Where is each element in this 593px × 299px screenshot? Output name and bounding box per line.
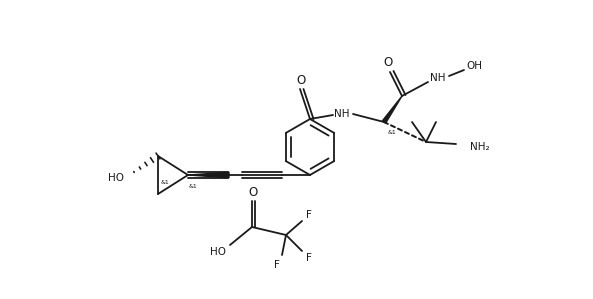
Text: NH: NH — [334, 109, 350, 119]
Text: NH₂: NH₂ — [470, 142, 490, 152]
Text: HO: HO — [108, 173, 124, 183]
Text: &1: &1 — [161, 179, 170, 184]
Text: O: O — [248, 187, 257, 199]
Polygon shape — [188, 172, 229, 178]
Text: F: F — [306, 210, 312, 220]
Text: &1: &1 — [189, 184, 197, 188]
Text: &1: &1 — [388, 129, 397, 135]
Text: O: O — [296, 74, 305, 88]
Text: F: F — [274, 260, 280, 270]
Text: F: F — [306, 253, 312, 263]
Text: NH: NH — [431, 73, 446, 83]
Text: OH: OH — [466, 61, 482, 71]
Polygon shape — [382, 96, 402, 123]
Text: HO: HO — [210, 247, 226, 257]
Text: O: O — [384, 57, 393, 69]
